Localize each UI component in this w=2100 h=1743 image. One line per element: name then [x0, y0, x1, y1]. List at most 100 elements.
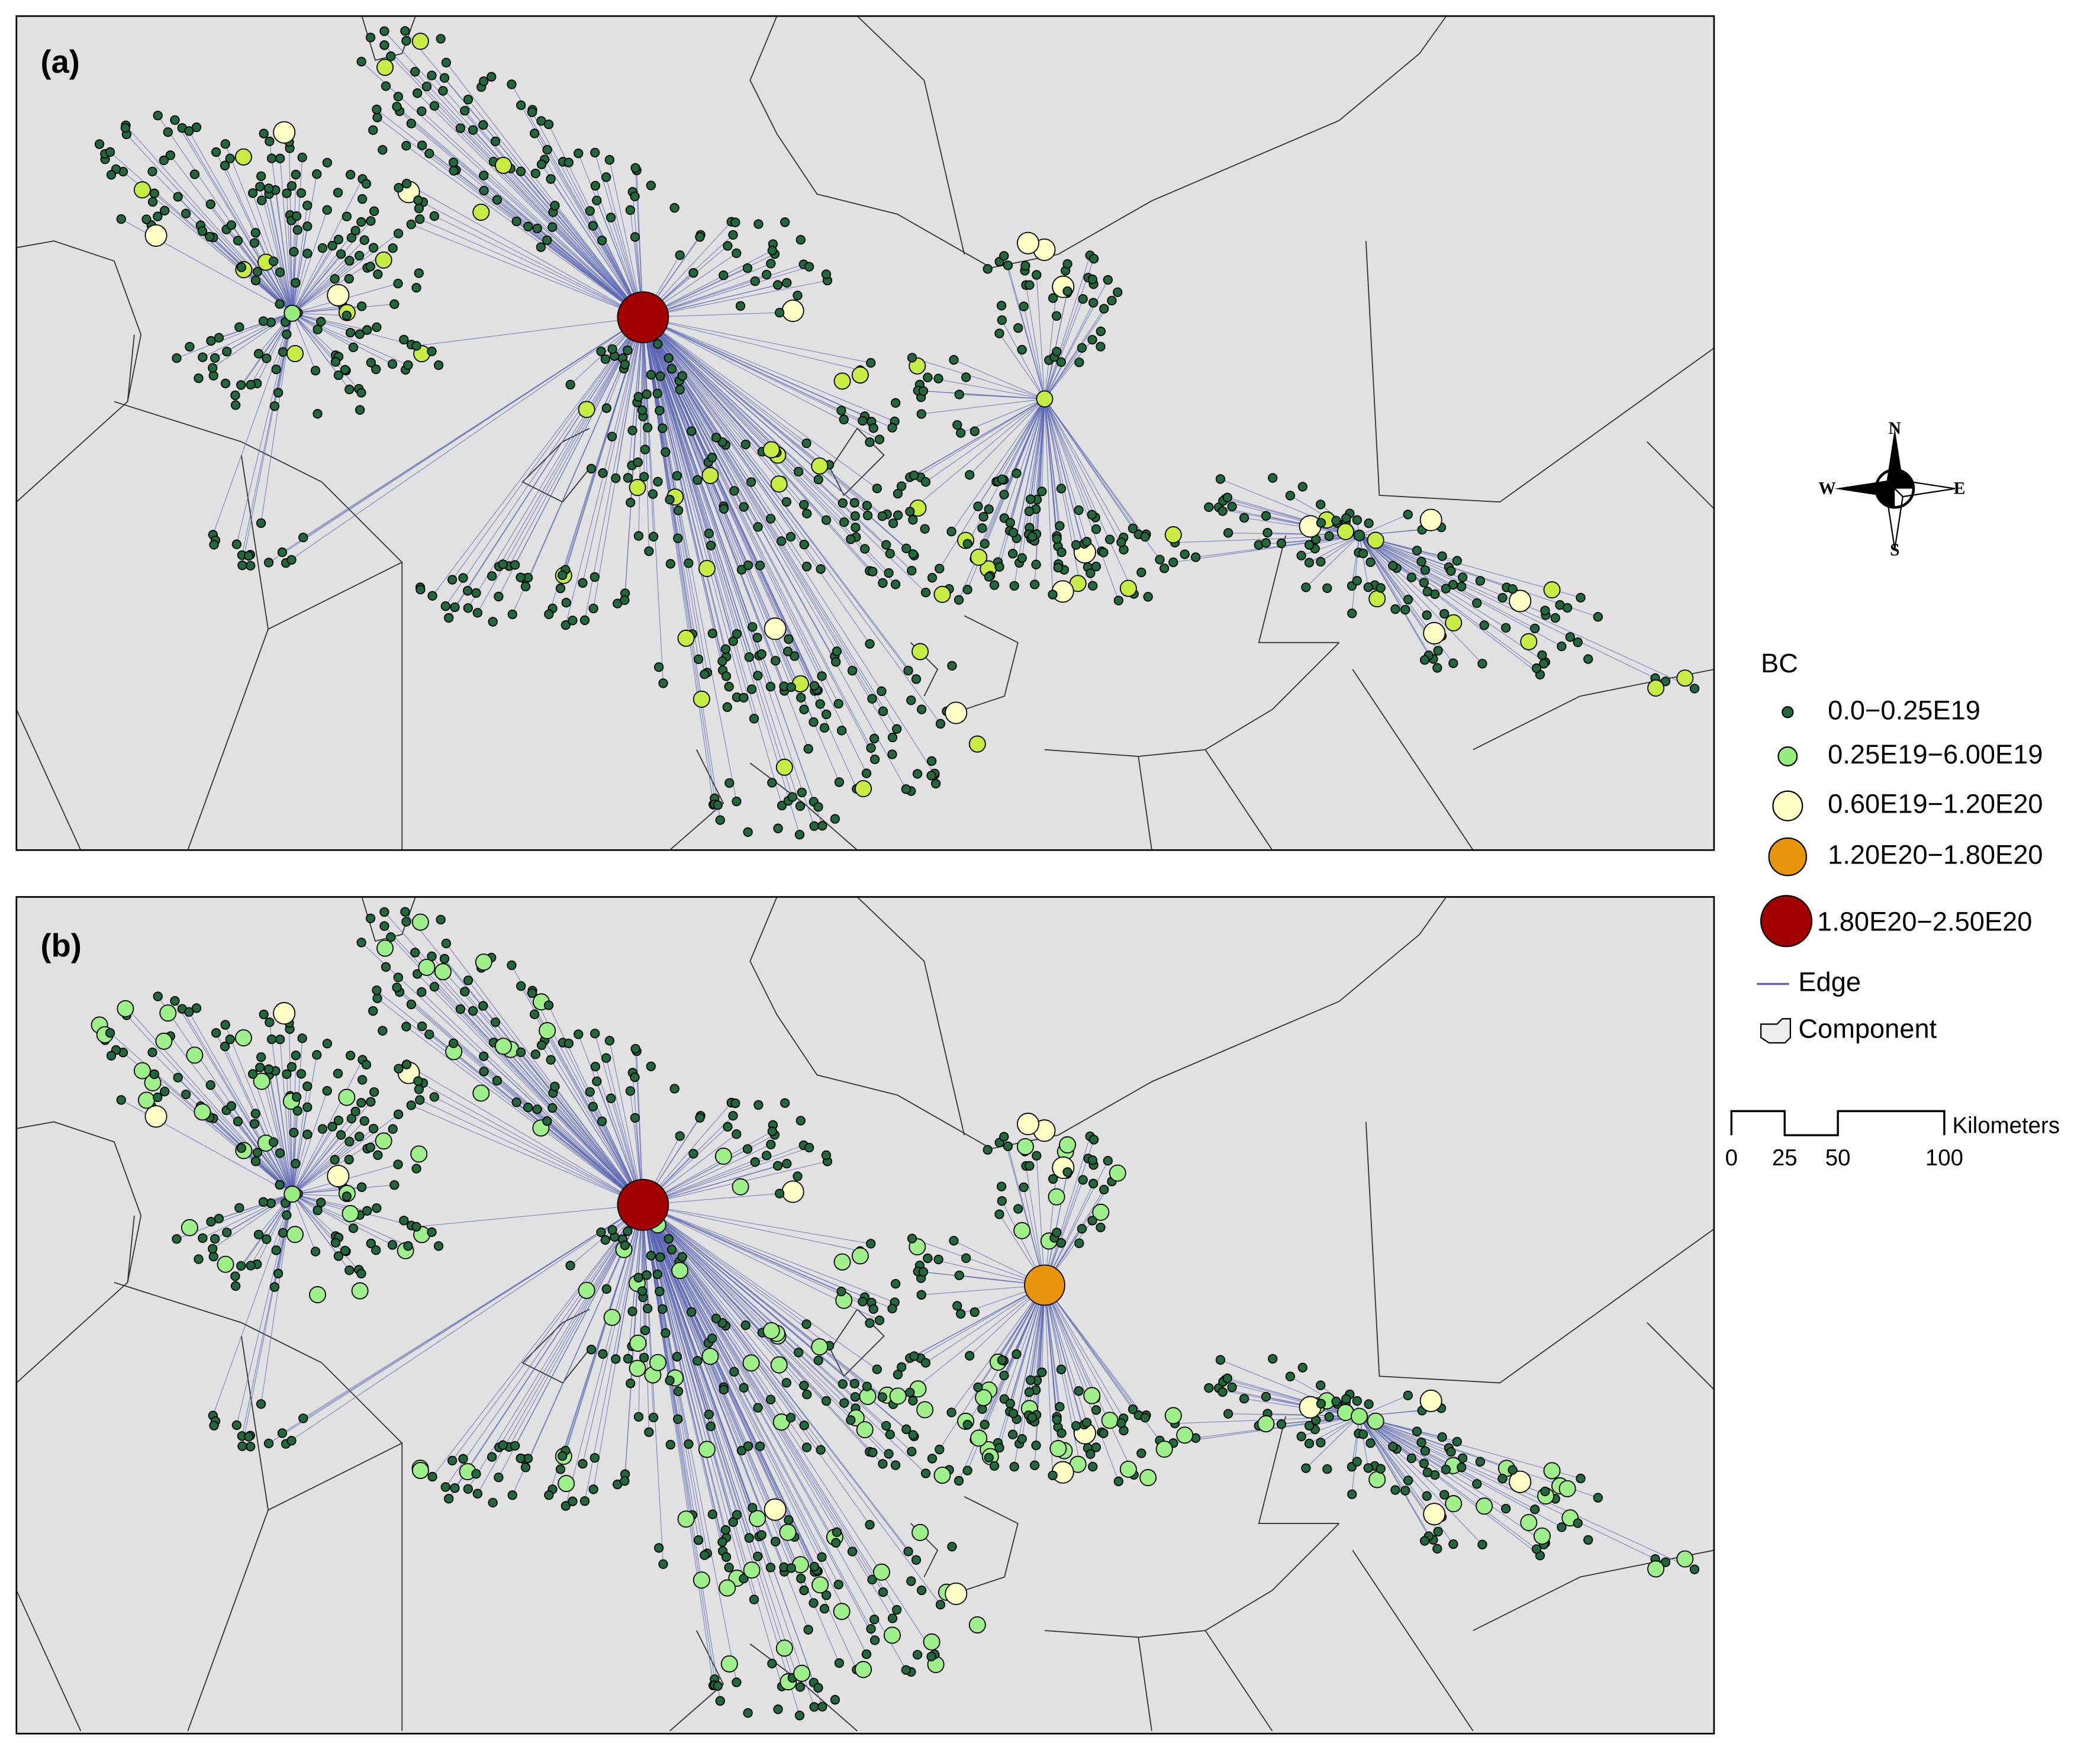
node [230, 1271, 240, 1281]
edge [361, 61, 643, 318]
node [877, 511, 887, 521]
edge [455, 317, 643, 608]
node [1322, 583, 1332, 593]
node [490, 136, 501, 147]
node [362, 1206, 372, 1216]
node [411, 33, 429, 50]
hub-node [1351, 1407, 1368, 1425]
node [626, 1378, 636, 1388]
node [1593, 612, 1603, 622]
edge [268, 188, 293, 314]
compass: N S W E [1818, 419, 1965, 560]
node [291, 1159, 301, 1169]
edge [1044, 398, 1087, 542]
node [684, 558, 694, 568]
node [1301, 1463, 1311, 1473]
node [246, 1441, 256, 1452]
node [1433, 1526, 1443, 1536]
node [711, 433, 722, 443]
edge [1359, 535, 1438, 668]
node [740, 1320, 751, 1330]
node [220, 160, 230, 170]
edge [642, 317, 649, 552]
node [1024, 1387, 1035, 1397]
node [1016, 231, 1039, 254]
node [1530, 1504, 1540, 1515]
node [433, 360, 444, 370]
node [877, 1392, 887, 1402]
node [908, 515, 918, 525]
edge [642, 1204, 917, 1561]
node [234, 148, 252, 166]
node [1420, 565, 1431, 575]
node [282, 188, 292, 198]
node [170, 996, 180, 1006]
node [1008, 1408, 1019, 1419]
node [1057, 547, 1067, 558]
node [1013, 1204, 1023, 1214]
node [1268, 473, 1278, 483]
edge [406, 183, 643, 318]
node [748, 622, 758, 632]
edge [1003, 1136, 1045, 1285]
node [510, 560, 520, 570]
edge [1044, 1285, 1119, 1482]
node [954, 595, 964, 605]
edge [642, 317, 721, 820]
node [153, 211, 163, 221]
node [555, 584, 566, 594]
node [206, 1217, 216, 1227]
node [764, 1498, 787, 1521]
node [1088, 1461, 1098, 1472]
node [579, 1496, 590, 1506]
node [1052, 534, 1062, 544]
node [770, 475, 788, 493]
node [265, 1017, 275, 1027]
node [1215, 1355, 1226, 1365]
node [410, 948, 420, 958]
node [344, 1155, 354, 1165]
node [479, 1067, 489, 1077]
node [753, 219, 764, 229]
node [1285, 491, 1296, 501]
node [356, 388, 366, 398]
node [908, 1430, 918, 1440]
node [439, 953, 450, 964]
node [191, 1003, 202, 1013]
node [1180, 549, 1190, 559]
node [1422, 587, 1432, 597]
node [592, 195, 602, 205]
node [286, 1062, 297, 1072]
node [357, 1075, 368, 1085]
node [1316, 1438, 1326, 1448]
edge [302, 317, 643, 538]
edge [642, 1204, 755, 1600]
edge [1044, 398, 1125, 550]
node [247, 1069, 258, 1079]
node [214, 333, 224, 343]
node [1400, 1486, 1410, 1496]
node [250, 1156, 261, 1167]
node [1316, 1399, 1326, 1409]
edge [911, 1238, 1045, 1285]
node [263, 1438, 274, 1449]
node [243, 1432, 254, 1442]
node [1558, 1480, 1576, 1497]
edge [1044, 398, 1097, 530]
node [652, 388, 662, 398]
node [743, 1708, 753, 1718]
node [530, 1049, 540, 1059]
node [344, 384, 355, 395]
node [809, 1702, 819, 1712]
node [918, 386, 929, 396]
node [869, 754, 880, 765]
node [1113, 595, 1123, 605]
node [743, 827, 753, 837]
edge [434, 215, 643, 318]
node [1155, 1441, 1173, 1458]
node [724, 682, 734, 692]
node [658, 423, 668, 433]
node [494, 591, 504, 602]
edge [642, 1204, 941, 1605]
node [1358, 1429, 1368, 1439]
